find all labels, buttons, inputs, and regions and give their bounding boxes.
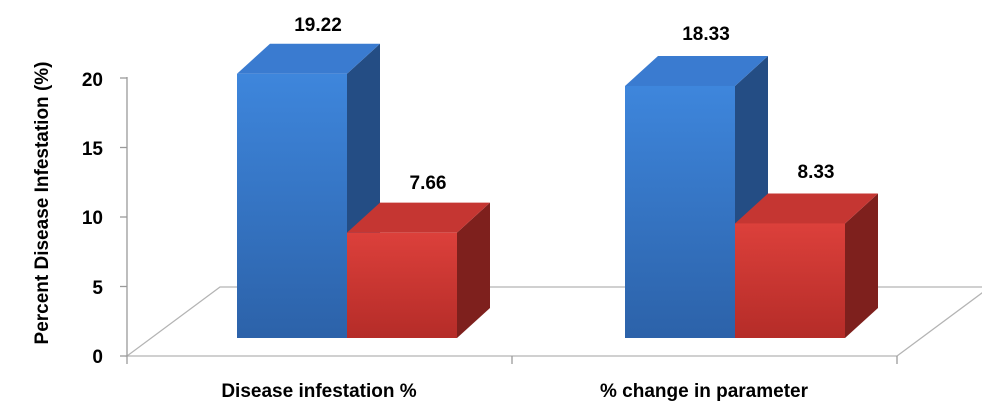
y-tick-label: 0	[92, 347, 103, 368]
bar-top-face	[625, 55, 768, 86]
data-label-change-in-parameter-series-1: 18.33	[682, 24, 730, 45]
data-label-disease-infestation-series-1: 19.22	[294, 15, 342, 36]
y-tick-label: 10	[82, 208, 103, 229]
bar-front-face	[735, 223, 845, 338]
bar-front-face	[347, 232, 457, 338]
bar-top-face	[237, 43, 380, 74]
bar-change-in-parameter-series-1	[625, 55, 768, 339]
y-tick-labels: 0 5 10 15 20	[82, 70, 104, 368]
bar-side-face	[457, 202, 490, 338]
bar-top-face	[735, 193, 878, 224]
data-label-change-in-parameter-series-2: 8.33	[798, 162, 835, 183]
x-axis-ticks	[126, 356, 898, 364]
y-axis-title: Percent Disease Infestation (%)	[32, 62, 53, 345]
x-tick-label-disease-infestation: Disease infestation %	[221, 381, 416, 402]
data-labels: 19.22 7.66 18.33 8.33	[294, 15, 834, 194]
bars	[237, 43, 878, 339]
bar-top-face	[347, 202, 490, 233]
bar-front-face	[237, 73, 347, 338]
data-label-disease-infestation-series-2: 7.66	[410, 173, 447, 194]
y-tick-label: 20	[82, 70, 103, 91]
y-tick-label: 15	[82, 139, 104, 160]
y-axis-ticks	[120, 77, 127, 357]
bar-front-face	[625, 85, 735, 339]
bar-change-in-parameter-series-2	[735, 193, 878, 338]
bar-disease-infestation-series-2	[347, 202, 490, 338]
x-tick-label-change-in-parameter: % change in parameter	[600, 381, 809, 402]
y-tick-label: 5	[92, 278, 103, 299]
x-tick-labels: Disease infestation % % change in parame…	[221, 381, 808, 402]
bar-side-face	[845, 193, 878, 338]
